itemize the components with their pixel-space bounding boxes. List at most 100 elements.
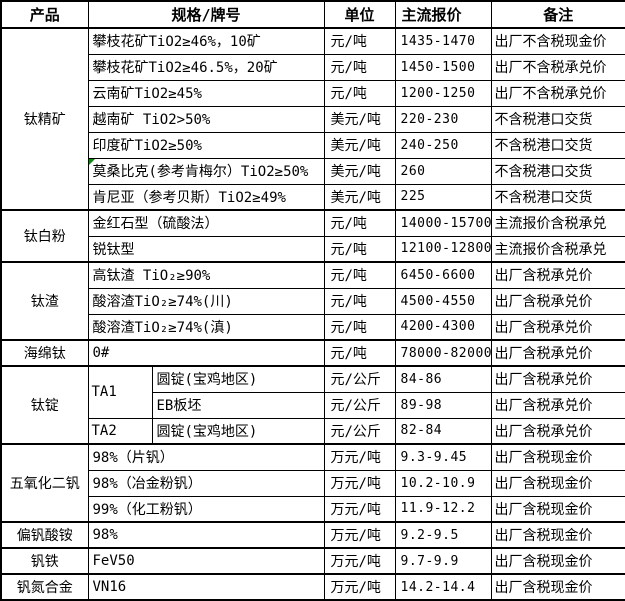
grade-cell[interactable]: TA1 <box>87 365 153 419</box>
price-cell[interactable]: 260 <box>394 157 492 185</box>
note-cell[interactable]: 出厂含税承兑价 <box>490 313 625 341</box>
unit-cell[interactable]: 元/吨 <box>323 287 396 315</box>
spec-cell[interactable]: 98% <box>87 521 325 549</box>
price-cell[interactable]: 89-98 <box>394 391 492 419</box>
unit-cell[interactable]: 元/吨 <box>323 53 396 81</box>
note-cell[interactable]: 出厂含税承兑价 <box>490 261 625 289</box>
header-cell-price[interactable]: 主流报价 <box>394 0 492 29</box>
header-cell-unit[interactable]: 单位 <box>323 0 396 29</box>
unit-cell[interactable]: 元/公斤 <box>323 417 396 445</box>
note-cell[interactable]: 出厂含税现金价 <box>490 573 625 601</box>
note-cell[interactable]: 出厂含税承兑价 <box>490 339 625 367</box>
grade-cell[interactable]: TA2 <box>87 417 153 445</box>
note-cell[interactable]: 出厂含税承兑价 <box>490 365 625 393</box>
unit-cell[interactable]: 元/吨 <box>323 313 396 341</box>
unit-cell[interactable]: 元/公斤 <box>323 365 396 393</box>
unit-cell[interactable]: 万元/吨 <box>323 521 396 549</box>
unit-cell[interactable]: 美元/吨 <box>323 105 396 133</box>
product-cell[interactable]: 海绵钛 <box>0 339 89 367</box>
spec-cell[interactable]: 酸溶渣TiO₂≥74%(滇) <box>87 313 325 341</box>
unit-cell[interactable]: 万元/吨 <box>323 573 396 601</box>
price-cell[interactable]: 225 <box>394 183 492 211</box>
spec-cell[interactable]: EB板坯 <box>151 391 325 419</box>
spec-cell[interactable]: FeV50 <box>87 547 325 575</box>
spec-cell[interactable]: 金红石型（硫酸法） <box>87 209 325 237</box>
product-cell[interactable]: 钛白粉 <box>0 209 89 263</box>
price-cell[interactable]: 11.9-12.2 <box>394 495 492 523</box>
product-cell[interactable]: 钒铁 <box>0 547 89 575</box>
price-cell[interactable]: 9.2-9.5 <box>394 521 492 549</box>
spec-cell[interactable]: 99%（化工粉钒） <box>87 495 325 523</box>
product-cell[interactable]: 钛渣 <box>0 261 89 341</box>
note-cell[interactable]: 出厂不含税现金价 <box>490 27 625 55</box>
spec-cell[interactable]: 98%（片钒） <box>87 443 325 471</box>
spec-cell[interactable]: 圆锭(宝鸡地区) <box>151 417 325 445</box>
spec-cell[interactable]: 云南矿TiO2≥45% <box>87 79 325 107</box>
price-cell[interactable]: 9.3-9.45 <box>394 443 492 471</box>
note-cell[interactable]: 不含税港口交货 <box>490 131 625 159</box>
unit-cell[interactable]: 元/吨 <box>323 339 396 367</box>
spec-cell[interactable]: 攀枝花矿TiO2≥46.5%，20矿 <box>87 53 325 81</box>
spec-cell[interactable]: 酸溶渣TiO₂≥74%(川) <box>87 287 325 315</box>
header-cell-spec[interactable]: 规格/牌号 <box>87 0 325 29</box>
unit-cell[interactable]: 美元/吨 <box>323 131 396 159</box>
note-cell[interactable]: 主流报价含税承兑 <box>490 235 625 263</box>
price-cell[interactable]: 9.7-9.9 <box>394 547 492 575</box>
price-cell[interactable]: 10.2-10.9 <box>394 469 492 497</box>
spec-cell[interactable]: 0# <box>87 339 325 367</box>
price-cell[interactable]: 220-230 <box>394 105 492 133</box>
note-cell[interactable]: 不含税港口交货 <box>490 183 625 211</box>
spec-cell[interactable]: 高钛渣 TiO₂≥90% <box>87 261 325 289</box>
note-cell[interactable]: 出厂含税现金价 <box>490 443 625 471</box>
spec-cell[interactable]: 圆锭(宝鸡地区) <box>151 365 325 393</box>
unit-cell[interactable]: 美元/吨 <box>323 183 396 211</box>
unit-cell[interactable]: 万元/吨 <box>323 547 396 575</box>
price-cell[interactable]: 4500-4550 <box>394 287 492 315</box>
note-cell[interactable]: 出厂不含税承兑价 <box>490 79 625 107</box>
spec-cell[interactable]: 98%（冶金粉钒） <box>87 469 325 497</box>
spec-cell[interactable]: 莫桑比克(参考肯梅尔）TiO2≥50% <box>87 157 325 185</box>
note-cell[interactable]: 出厂含税承兑价 <box>490 417 625 445</box>
price-cell[interactable]: 78000-82000 <box>394 339 492 367</box>
product-cell[interactable]: 五氧化二钒 <box>0 443 89 523</box>
spec-cell[interactable]: 攀枝花矿TiO2≥46%，10矿 <box>87 27 325 55</box>
note-cell[interactable]: 不含税港口交货 <box>490 105 625 133</box>
spec-cell[interactable]: 肯尼亚（参考贝斯）TiO2≥49% <box>87 183 325 211</box>
note-cell[interactable]: 出厂含税现金价 <box>490 521 625 549</box>
note-cell[interactable]: 出厂含税现金价 <box>490 495 625 523</box>
note-cell[interactable]: 出厂含税现金价 <box>490 547 625 575</box>
header-cell-note[interactable]: 备注 <box>490 0 625 29</box>
unit-cell[interactable]: 元/吨 <box>323 27 396 55</box>
spec-cell[interactable]: VN16 <box>87 573 325 601</box>
note-cell[interactable]: 出厂含税承兑价 <box>490 391 625 419</box>
price-cell[interactable]: 84-86 <box>394 365 492 393</box>
price-cell[interactable]: 6450-6600 <box>394 261 492 289</box>
unit-cell[interactable]: 元/吨 <box>323 79 396 107</box>
spec-cell[interactable]: 越南矿 TiO2>50% <box>87 105 325 133</box>
unit-cell[interactable]: 元/吨 <box>323 261 396 289</box>
product-cell[interactable]: 偏钒酸铵 <box>0 521 89 549</box>
price-cell[interactable]: 1450-1500 <box>394 53 492 81</box>
price-cell[interactable]: 240-250 <box>394 131 492 159</box>
unit-cell[interactable]: 万元/吨 <box>323 469 396 497</box>
price-cell[interactable]: 14.2-14.4 <box>394 573 492 601</box>
spec-cell[interactable]: 锐钛型 <box>87 235 325 263</box>
header-cell-product[interactable]: 产品 <box>0 0 89 29</box>
note-cell[interactable]: 出厂不含税承兑价 <box>490 53 625 81</box>
product-cell[interactable]: 钛锭 <box>0 365 89 445</box>
unit-cell[interactable]: 美元/吨 <box>323 157 396 185</box>
price-cell[interactable]: 1200-1250 <box>394 79 492 107</box>
price-cell[interactable]: 14000-15700 <box>394 209 492 237</box>
unit-cell[interactable]: 元/吨 <box>323 235 396 263</box>
note-cell[interactable]: 出厂含税承兑价 <box>490 287 625 315</box>
price-cell[interactable]: 82-84 <box>394 417 492 445</box>
price-cell[interactable]: 1435-1470 <box>394 27 492 55</box>
unit-cell[interactable]: 万元/吨 <box>323 443 396 471</box>
spec-cell[interactable]: 印度矿TiO2≥50% <box>87 131 325 159</box>
unit-cell[interactable]: 元/吨 <box>323 209 396 237</box>
unit-cell[interactable]: 元/公斤 <box>323 391 396 419</box>
note-cell[interactable]: 主流报价含税承兑 <box>490 209 625 237</box>
product-cell[interactable]: 钛精矿 <box>0 27 89 211</box>
price-cell[interactable]: 12100-12800 <box>394 235 492 263</box>
note-cell[interactable]: 出厂含税现金价 <box>490 469 625 497</box>
